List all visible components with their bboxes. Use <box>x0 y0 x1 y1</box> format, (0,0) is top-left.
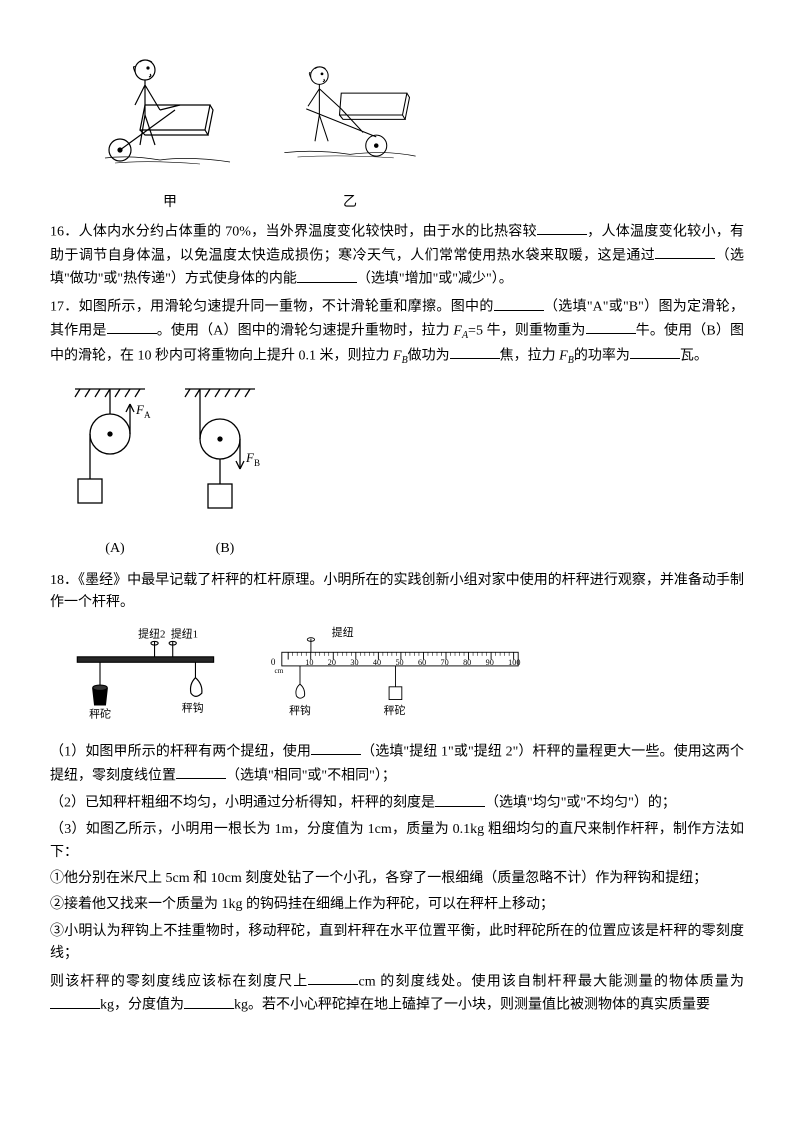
blank <box>586 319 636 334</box>
svg-text:20: 20 <box>328 658 336 667</box>
svg-text:提纽: 提纽 <box>332 625 354 639</box>
svg-text:cm: cm <box>275 667 284 675</box>
blank <box>297 267 357 282</box>
q18-p4c: kg，分度值为 <box>100 998 184 1013</box>
blank <box>107 319 157 334</box>
caption-b: 乙 <box>280 192 420 214</box>
q18-step3: ③小明认为秤钩上不挂重物时，移动秤砣，直到杆秤在水平位置平衡，此时秤砣所在的位置… <box>50 921 744 966</box>
q18-p1c: （选填"相同"或"不相同"）； <box>226 768 396 783</box>
q18-p3: （3）如图乙所示，小明用一根长为 1m，分度值为 1cm，质量为 0.1kg 粗… <box>50 819 744 864</box>
q17-t3: 。使用（A）图中的滑轮匀速提升重物时，拉力 <box>157 323 454 338</box>
q18-p4b: cm 的刻度线处。使用该自制杆秤最大能测量的物体质量为 <box>358 974 744 989</box>
pulley-b-svg: F B <box>180 379 270 529</box>
steelyard-diagrams: 提纽2 提纽1 秤砣 秤钩 提纽 10 20 30 40 50 60 70 80 90 100 0… <box>70 625 744 725</box>
q18-p1: （1）如图甲所示的杆秤有两个提纽，使用（选填"提纽 1"或"提纽 2"）杆秤的量… <box>50 740 744 788</box>
steelyard-svg: 提纽2 提纽1 秤砣 秤钩 <box>70 625 230 725</box>
svg-text:提纽1: 提纽1 <box>171 627 198 641</box>
figure-a: 甲 <box>100 50 240 215</box>
figure-wheelbarrows: 甲 乙 <box>100 50 744 215</box>
svg-text:50: 50 <box>395 658 403 667</box>
figure-b: 乙 <box>280 50 420 215</box>
wheelbarrow-a-svg <box>100 50 240 180</box>
blank <box>537 220 587 235</box>
blank <box>435 791 485 806</box>
svg-text:秤钩: 秤钩 <box>182 701 204 714</box>
pulley-b: F B (B) <box>180 379 270 560</box>
blank <box>50 993 100 1008</box>
question-16: 16．人体内水分约占体重的 70%，当外界温度变化较快时，由于水的比热容较，人体… <box>50 220 744 291</box>
blank <box>308 970 358 985</box>
q18-p2a: （2）已知秤杆粗细不均匀，小明通过分析得知，杆秤的刻度是 <box>50 796 435 811</box>
q18-step1: ①他分别在米尺上 5cm 和 10cm 刻度处钻了一个小孔，各穿了一根细绳（质量… <box>50 868 744 890</box>
svg-text:100: 100 <box>508 658 520 667</box>
blank <box>494 295 544 310</box>
q17-t9: 瓦。 <box>680 348 708 363</box>
svg-text:0: 0 <box>271 657 276 667</box>
blank <box>450 344 500 359</box>
q16-num: 16． <box>50 224 79 239</box>
blank <box>184 993 234 1008</box>
q17-t8: 的功率为 <box>574 348 630 363</box>
q18-p1a: （1）如图甲所示的杆秤有两个提纽，使用 <box>50 744 311 759</box>
q18-p4d: kg。若不小心秤砣掉在地上磕掉了一小块，则测量值比被测物体的真实质量要 <box>234 998 710 1013</box>
svg-text:秤砣: 秤砣 <box>89 707 111 721</box>
svg-text:A: A <box>144 410 151 420</box>
q17-t4: =5 牛，则重物重为 <box>468 323 586 338</box>
q18-p2: （2）已知秤杆粗细不均匀，小明通过分析得知，杆秤的刻度是 （选填"均匀"或"不均匀… <box>50 791 744 815</box>
q17-t7: 焦，拉力 <box>500 348 560 363</box>
fa: F <box>453 323 462 338</box>
fb2: F <box>559 348 568 363</box>
pulley-a-svg: F A <box>70 379 160 529</box>
q17-num: 17． <box>50 300 79 315</box>
svg-text:80: 80 <box>463 658 471 667</box>
question-17: 17．如图所示，用滑轮匀速提升同一重物，不计滑轮重和摩擦。图中的（选填"A"或"… <box>50 295 744 369</box>
pulley-diagrams: F A (A) F B (B) <box>70 379 744 560</box>
blank <box>176 764 226 779</box>
svg-text:秤砣: 秤砣 <box>384 703 406 717</box>
blank <box>630 344 680 359</box>
caption-a: 甲 <box>100 192 240 214</box>
svg-text:90: 90 <box>486 658 494 667</box>
fb: F <box>393 348 402 363</box>
svg-text:提纽2: 提纽2 <box>138 627 165 641</box>
svg-text:秤钩: 秤钩 <box>289 704 311 717</box>
svg-text:B: B <box>254 458 260 468</box>
q18-p2b: （选填"均匀"或"不均匀"）的； <box>485 796 676 811</box>
q18-p4: 则该杆秤的零刻度线应该标在刻度尺上 cm 的刻度线处。使用该自制杆秤最大能测量的物… <box>50 970 744 1018</box>
blank <box>311 740 361 755</box>
q18-p3a: （3）如图乙所示，小明用一根长为 1m，分度值为 1cm，质量为 0.1kg 粗… <box>50 822 744 859</box>
q17-t6: 做功为 <box>408 348 450 363</box>
ruler-svg: 提纽 10 20 30 40 50 60 70 80 90 100 0 cm 秤钩 秤砣 <box>260 625 540 725</box>
wheelbarrow-b-svg <box>280 50 420 180</box>
pulley-b-label: (B) <box>180 538 270 560</box>
pulley-a: F A (A) <box>70 379 160 560</box>
svg-text:10: 10 <box>305 658 313 667</box>
q18-t1: 《墨经》中最早记载了杆秤的杠杆原理。小明所在的实践创新小组对家中使用的杆秤进行观… <box>50 573 744 610</box>
q18-p4a: 则该杆秤的零刻度线应该标在刻度尺上 <box>50 974 308 989</box>
q18-num: 18． <box>50 573 78 588</box>
svg-text:70: 70 <box>441 658 449 667</box>
q16-t4: （选填"增加"或"减少"）。 <box>357 272 513 287</box>
blank <box>655 244 715 259</box>
q16-t1: 人体内水分约占体重的 70%，当外界温度变化较快时，由于水的比热容较 <box>79 224 537 239</box>
q17-t1: 如图所示，用滑轮匀速提升同一重物，不计滑轮重和摩擦。图中的 <box>79 300 494 315</box>
svg-text:30: 30 <box>350 658 358 667</box>
pulley-a-label: (A) <box>70 538 160 560</box>
svg-text:40: 40 <box>373 658 381 667</box>
svg-text:60: 60 <box>418 658 426 667</box>
q18-step2: ②接着他又找来一个质量为 1kg 的钩码挂在细绳上作为秤砣，可以在秤杆上移动； <box>50 894 744 916</box>
question-18: 18．《墨经》中最早记载了杆秤的杠杆原理。小明所在的实践创新小组对家中使用的杆秤… <box>50 570 744 615</box>
